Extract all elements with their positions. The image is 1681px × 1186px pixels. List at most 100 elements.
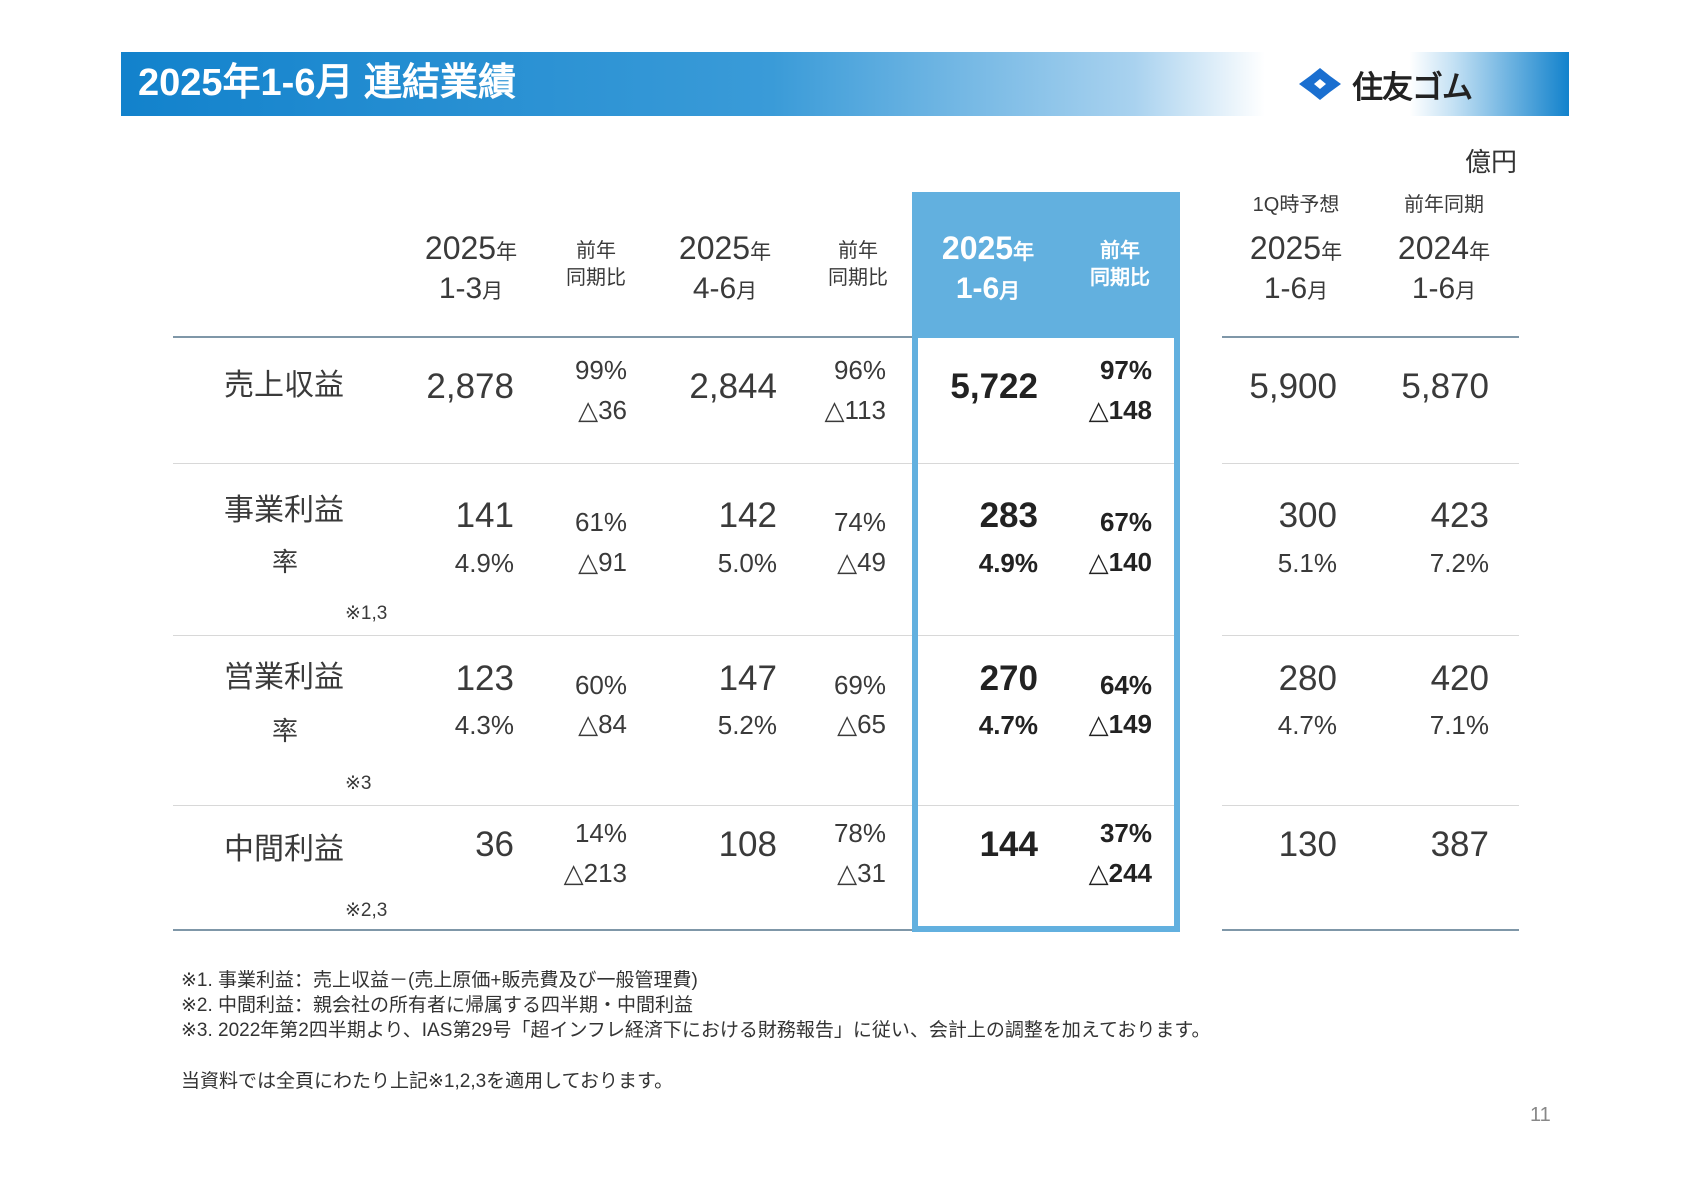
yoy-diff-cell: △213 xyxy=(563,858,627,888)
column-month: 4-6月 xyxy=(655,272,795,309)
month-suffix: 月 xyxy=(999,280,1021,303)
ratio-cell: 5.0% xyxy=(717,548,777,578)
year-suffix: 年 xyxy=(1469,241,1491,264)
value-cell: 141 xyxy=(455,496,514,535)
row-label: 事業利益 xyxy=(224,494,344,527)
month-suffix: 月 xyxy=(736,280,758,303)
column-year: 2025年 xyxy=(1226,230,1366,271)
yoy-percent-cell: 99% xyxy=(574,355,627,385)
column-month: 1-6月 xyxy=(1226,272,1366,309)
column-header-yoy: 前年 xyxy=(1100,240,1140,262)
yoy-diff-cell: △140 xyxy=(1088,547,1152,577)
footnote-applied: 当資料では全頁にわたり上記※1,2,3を適用しております。 xyxy=(181,1071,674,1092)
value-cell: 270 xyxy=(979,659,1038,698)
value-cell: 123 xyxy=(455,659,514,698)
value-cell: 142 xyxy=(718,496,777,535)
page-number: 11 xyxy=(1530,1104,1551,1126)
table-bottom-line xyxy=(173,929,913,931)
value-cell: 283 xyxy=(979,496,1038,535)
yoy-diff-cell: △84 xyxy=(578,709,627,739)
column-year: 2025年 xyxy=(401,230,541,271)
highlight-column-header-bg xyxy=(912,192,1180,338)
column-header-yoy: 前年 xyxy=(576,240,616,262)
value-cell: 5,722 xyxy=(950,367,1038,406)
yoy-percent-cell: 37% xyxy=(1099,818,1152,848)
row-rate-label: 率 xyxy=(272,547,299,577)
value-cell: 2,878 xyxy=(426,367,514,406)
row-divider-right xyxy=(1222,463,1519,464)
value-cell: 420 xyxy=(1430,659,1489,698)
ratio-cell: 5.2% xyxy=(717,710,777,740)
month-suffix: 月 xyxy=(1455,280,1477,303)
unit-label: 億円 xyxy=(1465,147,1518,177)
ratio-cell: 7.1% xyxy=(1429,710,1489,740)
value-cell: 108 xyxy=(718,825,777,864)
yoy-diff-cell: △244 xyxy=(1088,858,1152,888)
year-value: 2025 xyxy=(678,230,751,266)
value-cell: 387 xyxy=(1430,825,1489,864)
column-month: 1-3月 xyxy=(401,272,541,309)
logo-text: 住友ゴム xyxy=(1352,69,1473,105)
row-label: 中間利益 xyxy=(224,833,344,866)
header-divider-right xyxy=(1222,336,1519,338)
row-divider xyxy=(173,805,1180,806)
yoy-percent-cell: 60% xyxy=(574,670,627,700)
row-note: ※1,3 xyxy=(345,603,388,624)
month-suffix: 月 xyxy=(482,280,504,303)
value-cell: 147 xyxy=(718,659,777,698)
row-label: 売上収益 xyxy=(224,369,344,402)
column-month: 1-6月 xyxy=(1374,272,1514,309)
ratio-cell: 4.3% xyxy=(454,710,514,740)
yoy-percent-cell: 64% xyxy=(1099,670,1152,700)
page-title: 2025年1-6月 連結業績 xyxy=(138,62,517,104)
footnote-3: ※3. 2022年第2四半期より、IAS第29号「超インフレ経済下における財務報… xyxy=(181,1020,1211,1041)
row-label: 営業利益 xyxy=(224,661,344,694)
column-year: 2024年 xyxy=(1374,230,1514,271)
year-value: 2025 xyxy=(941,230,1014,266)
header-divider xyxy=(173,336,913,338)
yoy-percent-cell: 78% xyxy=(833,818,886,848)
year-value: 2025 xyxy=(424,230,497,266)
value-cell: 280 xyxy=(1278,659,1337,698)
row-divider xyxy=(173,635,1180,636)
highlight-column-frame xyxy=(912,192,1180,932)
value-cell: 144 xyxy=(979,825,1038,864)
month-value: 4-6 xyxy=(692,272,737,305)
ratio-cell: 5.1% xyxy=(1277,548,1337,578)
year-value: 2024 xyxy=(1397,230,1470,266)
column-header-yoy: 同期比 xyxy=(566,267,626,289)
value-cell: 5,900 xyxy=(1249,367,1337,406)
yoy-diff-cell: △49 xyxy=(837,547,886,577)
yoy-diff-cell: △149 xyxy=(1088,709,1152,739)
footnote-2: ※2. 中間利益：親会社の所有者に帰属する四半期・中間利益 xyxy=(181,995,694,1016)
yoy-diff-cell: △91 xyxy=(578,547,627,577)
yoy-diff-cell: △113 xyxy=(824,395,886,425)
column-year: 2025年 xyxy=(655,230,795,271)
month-value: 1-6 xyxy=(1411,272,1456,305)
year-value: 2025 xyxy=(1249,230,1322,266)
year-suffix: 年 xyxy=(750,241,772,264)
column-subheader: 前年同期 xyxy=(1404,194,1484,216)
month-value: 1-3 xyxy=(438,272,483,305)
column-subheader: 1Q時予想 xyxy=(1252,194,1340,216)
row-note: ※3 xyxy=(345,773,372,794)
value-cell: 5,870 xyxy=(1401,367,1489,406)
yoy-percent-cell: 97% xyxy=(1099,355,1152,385)
year-suffix: 年 xyxy=(1321,241,1343,264)
yoy-diff-cell: △36 xyxy=(578,395,627,425)
sumitomo-diamond-icon xyxy=(1299,68,1341,100)
yoy-percent-cell: 96% xyxy=(833,355,886,385)
column-header-yoy: 同期比 xyxy=(1090,267,1150,289)
row-divider-right xyxy=(1222,635,1519,636)
value-cell: 2,844 xyxy=(689,367,777,406)
yoy-percent-cell: 61% xyxy=(574,507,627,537)
ratio-cell: 4.9% xyxy=(978,548,1038,578)
row-divider-right xyxy=(1222,805,1519,806)
company-logo: 住友ゴム xyxy=(1298,64,1473,105)
table-bottom-line-right xyxy=(1222,929,1519,931)
column-month: 1-6月 xyxy=(918,272,1058,309)
yoy-diff-cell: △65 xyxy=(837,709,886,739)
yoy-percent-cell: 69% xyxy=(833,670,886,700)
ratio-cell: 4.7% xyxy=(1277,710,1337,740)
row-divider xyxy=(173,463,1180,464)
